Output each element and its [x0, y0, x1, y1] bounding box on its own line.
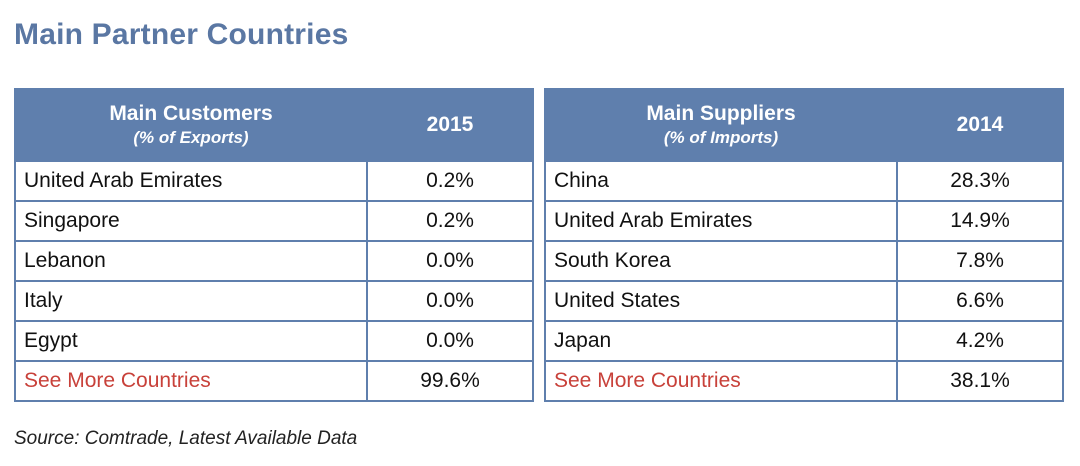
see-more-cell: See More Countries	[14, 360, 368, 402]
value-cell: 0.0%	[366, 280, 534, 322]
main-suppliers-table: Main Suppliers (% of Imports) 2014 China…	[544, 88, 1064, 402]
value-cell: 14.9%	[896, 200, 1064, 242]
table-row: Singapore 0.2%	[14, 200, 534, 242]
value-cell: 28.3%	[896, 160, 1064, 202]
see-more-cell: See More Countries	[544, 360, 898, 402]
country-cell: Italy	[14, 280, 368, 322]
value-cell: 6.6%	[896, 280, 1064, 322]
country-cell: Lebanon	[14, 240, 368, 282]
main-customers-table: Main Customers (% of Exports) 2015 Unite…	[14, 88, 534, 402]
country-cell: United Arab Emirates	[544, 200, 898, 242]
suppliers-year-header: 2014	[896, 88, 1064, 162]
value-cell: 99.6%	[366, 360, 534, 402]
customers-header-title: Main Customers	[109, 102, 273, 125]
table-row: Lebanon 0.0%	[14, 240, 534, 282]
table-row: Japan 4.2%	[544, 320, 1064, 362]
customers-year-header: 2015	[366, 88, 534, 162]
table-row: United Arab Emirates 0.2%	[14, 160, 534, 202]
country-cell: United Arab Emirates	[14, 160, 368, 202]
suppliers-header-title: Main Suppliers	[646, 102, 796, 125]
table-header-row: Main Suppliers (% of Imports) 2014	[544, 88, 1064, 162]
table-row: South Korea 7.8%	[544, 240, 1064, 282]
country-cell: United States	[544, 280, 898, 322]
suppliers-header-subtitle: (% of Imports)	[663, 128, 779, 147]
value-cell: 0.0%	[366, 240, 534, 282]
table-row: Italy 0.0%	[14, 280, 534, 322]
suppliers-column-header: Main Suppliers (% of Imports)	[544, 88, 898, 162]
see-more-suppliers-link[interactable]: See More Countries	[554, 369, 741, 392]
value-cell: 0.2%	[366, 200, 534, 242]
customers-header-subtitle: (% of Exports)	[133, 128, 249, 147]
table-header-row: Main Customers (% of Exports) 2015	[14, 88, 534, 162]
see-more-row: See More Countries 99.6%	[14, 360, 534, 402]
country-cell: China	[544, 160, 898, 202]
value-cell: 7.8%	[896, 240, 1064, 282]
value-cell: 4.2%	[896, 320, 1064, 362]
customers-column-header: Main Customers (% of Exports)	[14, 88, 368, 162]
value-cell: 0.2%	[366, 160, 534, 202]
table-row: China 28.3%	[544, 160, 1064, 202]
value-cell: 0.0%	[366, 320, 534, 362]
table-row: United States 6.6%	[544, 280, 1064, 322]
country-cell: Singapore	[14, 200, 368, 242]
see-more-customers-link[interactable]: See More Countries	[24, 369, 211, 392]
country-cell: South Korea	[544, 240, 898, 282]
page-title: Main Partner Countries	[14, 18, 349, 51]
see-more-row: See More Countries 38.1%	[544, 360, 1064, 402]
value-cell: 38.1%	[896, 360, 1064, 402]
table-row: Egypt 0.0%	[14, 320, 534, 362]
table-row: United Arab Emirates 14.9%	[544, 200, 1064, 242]
source-note: Source: Comtrade, Latest Available Data	[14, 428, 358, 449]
country-cell: Egypt	[14, 320, 368, 362]
country-cell: Japan	[544, 320, 898, 362]
